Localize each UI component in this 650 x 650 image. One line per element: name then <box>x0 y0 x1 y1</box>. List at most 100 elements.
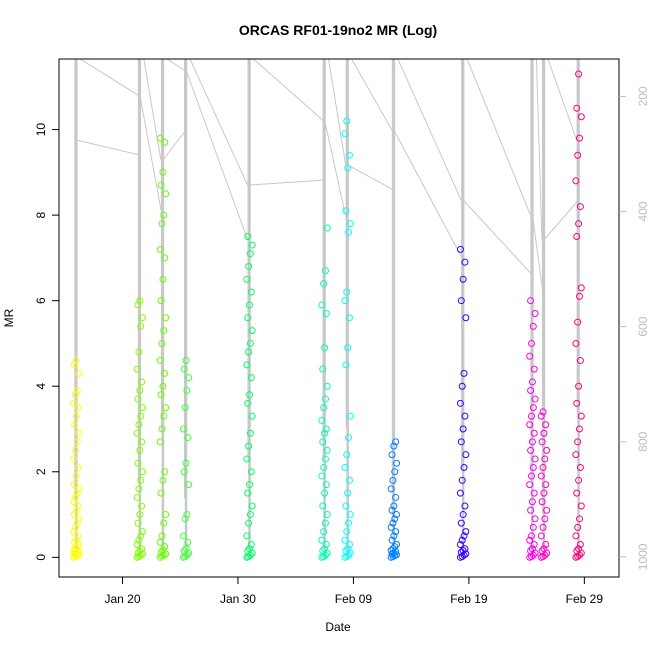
data-point <box>245 519 253 527</box>
data-point <box>243 532 251 540</box>
data-point <box>182 545 190 553</box>
data-point <box>456 399 464 407</box>
data-point <box>343 451 351 459</box>
data-point <box>576 203 584 211</box>
data-point <box>134 301 142 309</box>
data-point <box>185 374 193 382</box>
data-point <box>342 361 350 369</box>
data-point <box>322 425 330 433</box>
data-point <box>531 455 539 463</box>
data-point <box>345 519 353 527</box>
data-point <box>73 438 81 446</box>
data-point <box>133 429 141 437</box>
data-point <box>319 502 327 510</box>
data-point <box>134 395 142 403</box>
y2-tick-label: 200 <box>636 86 650 106</box>
data-point <box>318 416 326 424</box>
data-point <box>459 511 467 519</box>
data-point <box>458 476 466 484</box>
data-point <box>344 164 352 172</box>
data-point <box>71 523 79 531</box>
data-point <box>528 438 536 446</box>
data-point <box>542 421 550 429</box>
data-point <box>575 545 583 553</box>
data-point <box>243 455 251 463</box>
data-point <box>345 476 353 484</box>
data-point <box>393 511 401 519</box>
data-point <box>345 228 353 236</box>
data-point <box>159 476 167 484</box>
data-point <box>157 297 165 305</box>
data-point <box>577 284 585 292</box>
data-point <box>160 412 168 420</box>
data-point <box>72 357 80 365</box>
data-point <box>456 489 464 497</box>
secondary-y-axis: 200 400 600 800 1000 <box>619 86 650 570</box>
data-points <box>70 70 585 561</box>
data-point <box>157 548 165 556</box>
data-point <box>248 502 256 510</box>
transit-trace <box>185 69 250 246</box>
data-point <box>138 378 146 386</box>
data-point <box>248 241 256 249</box>
data-point <box>246 545 254 553</box>
data-point <box>322 481 330 489</box>
data-point <box>457 297 465 305</box>
data-point <box>182 357 190 365</box>
data-point <box>162 190 170 198</box>
data-point <box>387 523 395 531</box>
data-point <box>461 502 469 510</box>
data-point <box>138 438 146 446</box>
data-point <box>528 339 536 347</box>
data-point <box>179 532 187 540</box>
data-point <box>244 489 252 497</box>
transit-trace <box>351 58 393 131</box>
data-point <box>183 387 191 395</box>
data-point <box>391 543 399 551</box>
data-point <box>181 404 189 412</box>
data-point <box>530 365 538 373</box>
data-point <box>388 506 396 514</box>
data-point <box>137 412 145 420</box>
data-point <box>162 511 170 519</box>
data-point <box>71 481 79 489</box>
y-tick-label: 6 <box>34 297 48 304</box>
transit-trace <box>139 94 164 221</box>
data-point <box>572 532 580 540</box>
y2-tick-label: 600 <box>636 316 650 336</box>
data-point <box>322 540 330 548</box>
data-point <box>139 528 147 536</box>
data-point <box>161 138 169 146</box>
data-point <box>73 519 81 527</box>
data-point <box>139 404 147 412</box>
data-point <box>537 472 545 480</box>
data-point <box>156 245 164 253</box>
data-point <box>387 546 395 554</box>
data-point <box>70 528 78 536</box>
data-point <box>393 540 401 548</box>
data-point <box>346 412 354 420</box>
data-point <box>457 438 465 446</box>
data-point <box>75 369 83 377</box>
data-point <box>462 451 470 459</box>
y2-tick-label: 400 <box>636 201 650 221</box>
data-point <box>136 297 144 305</box>
data-point <box>321 489 329 497</box>
data-point <box>244 233 252 241</box>
data-point <box>244 314 252 322</box>
data-point <box>530 489 538 497</box>
data-point <box>575 220 583 228</box>
data-point <box>391 468 399 476</box>
data-point <box>74 404 82 412</box>
data-point <box>527 547 535 555</box>
data-point <box>157 181 165 189</box>
data-point <box>70 498 78 506</box>
data-point <box>138 502 146 510</box>
data-point <box>246 339 254 347</box>
data-point <box>539 523 547 531</box>
data-point <box>180 365 188 373</box>
data-point <box>137 322 145 330</box>
data-point <box>527 506 535 514</box>
data-point <box>527 387 535 395</box>
data-point <box>156 357 164 365</box>
